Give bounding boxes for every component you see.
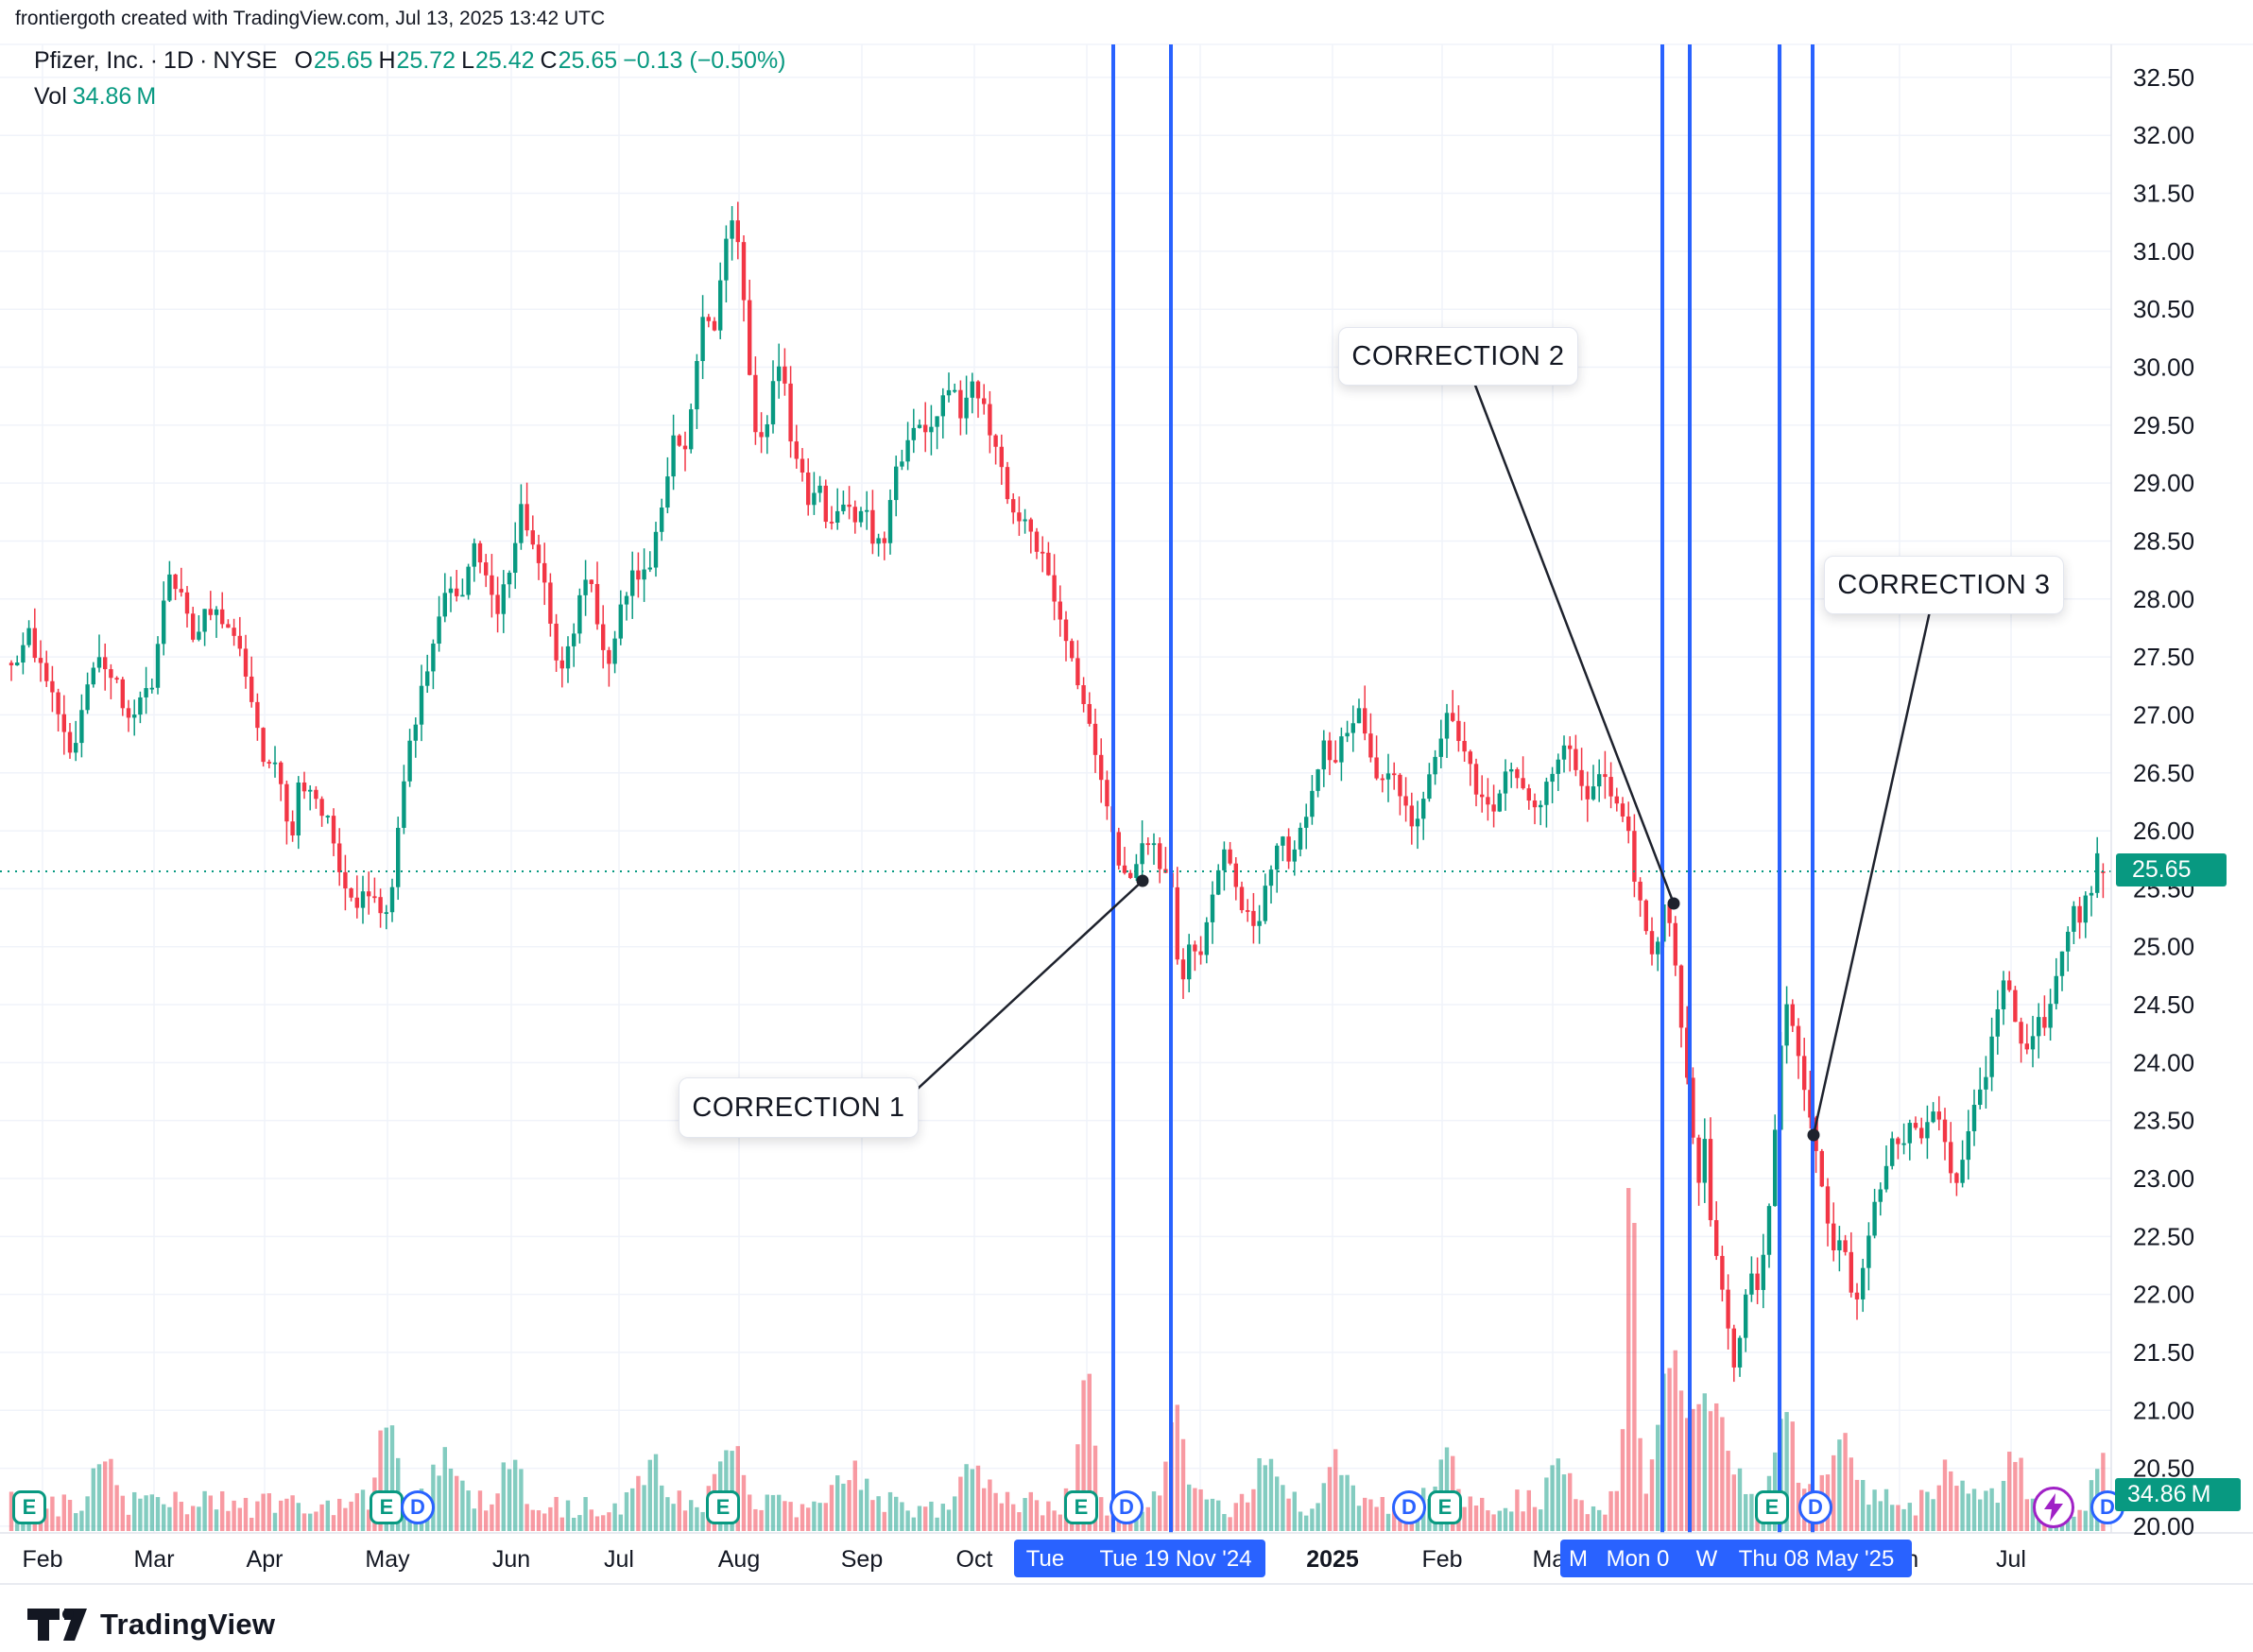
dividends-badge[interactable]: D <box>401 1490 435 1524</box>
annotation-pointers <box>904 382 1932 1142</box>
annotation-callout[interactable]: CORRECTION 3 <box>1824 556 2064 614</box>
time-axis-label: Feb <box>1421 1546 1462 1573</box>
time-axis-label: Jul <box>604 1546 634 1573</box>
time-axis-label: Jul <box>1996 1546 2026 1573</box>
price-axis-label: 29.00 <box>2133 469 2194 497</box>
time-axis-event-tag-label: Thu 08 May '25 <box>1739 1546 1895 1572</box>
price-axis-label: 20.00 <box>2133 1512 2194 1540</box>
price-axis-label: 20.50 <box>2133 1454 2194 1483</box>
price-axis-label: 22.00 <box>2133 1281 2194 1309</box>
time-axis[interactable]: FebMarAprMayJunJulAugSepOctNovDec2025Feb… <box>22 1540 2026 1577</box>
earnings-badge[interactable]: E <box>1428 1490 1462 1524</box>
low-label: L <box>461 47 474 74</box>
open-value: 25.65 <box>313 47 373 74</box>
price-axis-label: 27.00 <box>2133 700 2194 729</box>
dividends-badge[interactable]: D <box>1392 1490 1426 1524</box>
legend-separator: · <box>149 47 159 74</box>
symbol-legend: Pfizer, Inc. · 1D · NYSE O25.65 H25.72 L25.42 C2… <box>34 47 792 111</box>
price-axis[interactable]: 32.50 32.00 31.50 31.00 30.50 30.00 29.50 29.00… <box>2133 63 2194 1540</box>
high-label: H <box>378 47 396 74</box>
dividends-badge[interactable]: D <box>1798 1490 1832 1524</box>
last-price-tag: 25.65 <box>2116 853 2227 886</box>
earnings-badge[interactable]: E <box>12 1490 46 1524</box>
volume-value-tag: 34.86 M <box>2115 1478 2241 1511</box>
exchange: NYSE <box>213 47 278 74</box>
time-axis-event-tag-label: Tue <box>1026 1546 1064 1572</box>
close-value: 25.65 <box>558 47 618 74</box>
time-axis-label: Oct <box>956 1546 993 1573</box>
price-axis-label: 31.50 <box>2133 180 2194 208</box>
price-axis-label: 31.00 <box>2133 237 2194 266</box>
time-axis-label: Mar <box>133 1546 174 1573</box>
price-axis-label: 28.00 <box>2133 585 2194 613</box>
price-axis-label: 27.50 <box>2133 643 2194 671</box>
time-axis-event-tag[interactable] <box>1560 1540 1912 1577</box>
time-axis-label: May <box>365 1546 410 1573</box>
price-axis-label: 22.50 <box>2133 1222 2194 1250</box>
time-axis-event-tag-label: Mon 0 <box>1607 1546 1670 1572</box>
price-axis-label: 25.00 <box>2133 933 2194 961</box>
close-label: C <box>540 47 558 74</box>
price-axis-label: 26.00 <box>2133 817 2194 845</box>
time-axis-label: Apr <box>247 1546 284 1573</box>
time-axis-event-tag-label: Tue 19 Nov '24 <box>1099 1546 1251 1572</box>
dividends-badge[interactable]: D <box>1109 1490 1144 1524</box>
high-value: 25.72 <box>396 47 456 74</box>
flash-event-icon[interactable] <box>2033 1487 2074 1528</box>
price-axis-label: 26.50 <box>2133 759 2194 787</box>
price-axis-label: 23.00 <box>2133 1164 2194 1193</box>
volume-value: 34.86 M <box>72 83 157 110</box>
annotation-anchor-dot[interactable] <box>1667 897 1680 910</box>
price-axis-label: 32.50 <box>2133 63 2194 92</box>
annotation-callout[interactable]: CORRECTION 1 <box>679 1077 919 1138</box>
price-axis-label: 24.00 <box>2133 1048 2194 1076</box>
volume-label: Vol <box>34 83 67 110</box>
symbol-name[interactable]: Pfizer, Inc. <box>34 47 145 74</box>
time-axis-event-tag[interactable] <box>1014 1540 1265 1577</box>
price-axis-label: 28.50 <box>2133 526 2194 555</box>
annotation-callout[interactable]: CORRECTION 2 <box>1338 327 1578 386</box>
time-axis-event-tag-label: W <box>1696 1546 1718 1572</box>
annotation-anchor-dot[interactable] <box>1136 874 1149 887</box>
earnings-badge[interactable]: E <box>1755 1490 1789 1524</box>
candles-series[interactable] <box>9 201 2106 1383</box>
price-axis-label: 30.50 <box>2133 295 2194 323</box>
time-axis-label: Jun <box>492 1546 530 1573</box>
time-axis-event-tag-label: M <box>1569 1546 1588 1572</box>
price-axis-label: 32.00 <box>2133 121 2194 149</box>
annotation-pointer-line[interactable] <box>1812 611 1932 1136</box>
tradingview-logo-text: TradingView <box>100 1608 276 1641</box>
earnings-badge[interactable]: E <box>706 1490 740 1524</box>
price-axis-label: 30.00 <box>2133 353 2194 382</box>
snapshot-attribution: frontiergoth created with TradingView.co… <box>15 8 606 29</box>
price-axis-label: 23.50 <box>2133 1107 2194 1135</box>
open-label: O <box>294 47 313 74</box>
timeframe[interactable]: 1D <box>163 47 195 74</box>
legend-separator: · <box>199 47 208 74</box>
annotation-pointer-line[interactable] <box>904 880 1144 1101</box>
time-axis-label: Aug <box>718 1546 760 1573</box>
annotation-anchor-dot[interactable] <box>1807 1128 1820 1142</box>
price-axis-label: 21.50 <box>2133 1338 2194 1367</box>
time-axis-label: Sep <box>841 1546 883 1573</box>
time-axis-label: 2025 <box>1306 1546 1359 1573</box>
annotation-pointer-line[interactable] <box>1472 382 1676 904</box>
change-value: −0.13 (−0.50%) <box>623 47 786 74</box>
volume-series <box>9 1188 2106 1531</box>
tradingview-logo-icon <box>27 1609 87 1641</box>
earnings-badge[interactable]: E <box>1064 1490 1098 1524</box>
event-lines <box>1111 44 1814 1533</box>
time-axis-label: Feb <box>22 1546 62 1573</box>
price-axis-label: 21.00 <box>2133 1396 2194 1424</box>
lightning-icon <box>2044 1493 2063 1522</box>
low-value: 25.42 <box>474 47 535 74</box>
tradingview-logo[interactable]: TradingView <box>26 1607 275 1643</box>
price-axis-label: 24.50 <box>2133 990 2194 1019</box>
price-axis-label: 29.50 <box>2133 411 2194 439</box>
earnings-badge[interactable]: E <box>370 1490 404 1524</box>
grid-lines <box>0 43 2253 1533</box>
